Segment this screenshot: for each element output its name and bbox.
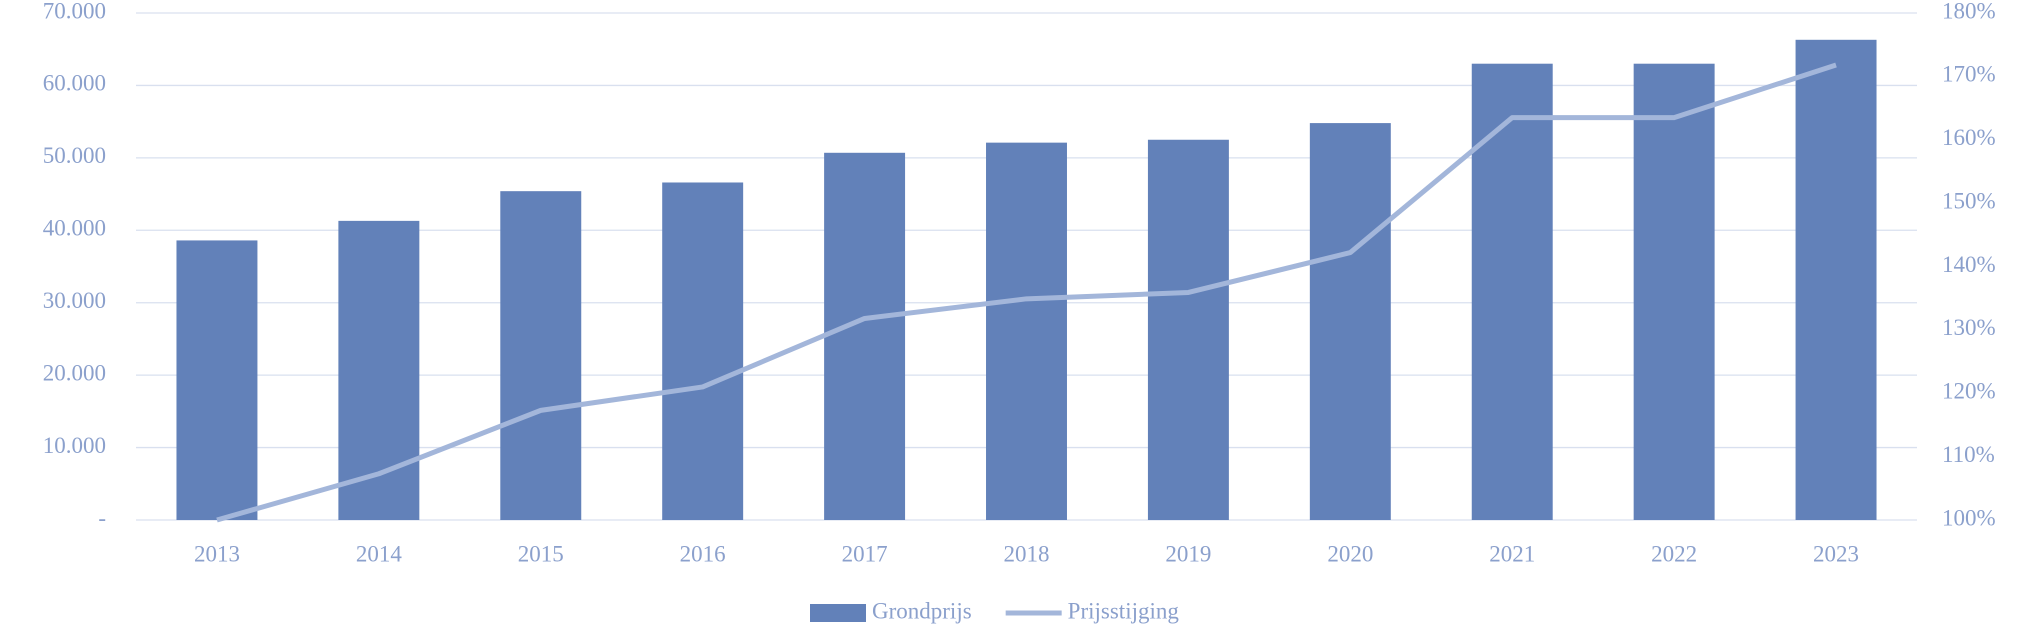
y2-tick-label: 150% bbox=[1942, 188, 1996, 213]
y2-tick-label: 160% bbox=[1942, 125, 1996, 150]
x-tick-label: 2015 bbox=[518, 541, 564, 566]
y2-tick-label: 120% bbox=[1942, 379, 1996, 404]
legend-label: Grondprijs bbox=[872, 598, 972, 623]
bar bbox=[1795, 39, 1877, 520]
y-tick-label: 40.000 bbox=[43, 216, 106, 241]
y2-tick-label: 170% bbox=[1942, 62, 1996, 87]
y2-tick-label: 140% bbox=[1942, 252, 1996, 277]
bar bbox=[1147, 139, 1229, 520]
x-tick-label: 2018 bbox=[1004, 541, 1050, 566]
bar bbox=[1471, 63, 1553, 520]
bar bbox=[824, 152, 906, 520]
x-tick-label: 2019 bbox=[1165, 541, 1211, 566]
y-tick-label: 50.000 bbox=[43, 143, 106, 168]
y2-tick-label: 110% bbox=[1942, 442, 1995, 467]
bar bbox=[1633, 63, 1715, 520]
bar bbox=[338, 220, 420, 520]
legend-label: Prijsstijging bbox=[1068, 598, 1180, 623]
bar bbox=[176, 240, 258, 520]
line bbox=[216, 62, 1837, 523]
y-tick-label: 10.000 bbox=[43, 433, 106, 458]
y-tick-label: 60.000 bbox=[43, 71, 106, 96]
y-tick-label: - bbox=[98, 505, 106, 530]
x-tick-label: 2022 bbox=[1651, 541, 1697, 566]
x-tick-label: 2017 bbox=[842, 541, 888, 566]
y2-tick-label: 130% bbox=[1942, 315, 1996, 340]
y-tick-label: 20.000 bbox=[43, 360, 106, 385]
y2-tick-label: 100% bbox=[1942, 505, 1996, 530]
bar bbox=[500, 191, 582, 520]
legend-swatch bbox=[810, 604, 866, 622]
x-tick-label: 2021 bbox=[1489, 541, 1535, 566]
y2-tick-label: 180% bbox=[1942, 0, 1996, 23]
y-tick-label: 30.000 bbox=[43, 288, 106, 313]
x-tick-label: 2020 bbox=[1327, 541, 1373, 566]
bar bbox=[1309, 123, 1391, 520]
x-tick-label: 2023 bbox=[1813, 541, 1859, 566]
bar bbox=[986, 142, 1067, 520]
x-tick-label: 2013 bbox=[194, 541, 240, 566]
x-tick-label: 2014 bbox=[356, 541, 403, 566]
bar bbox=[662, 182, 744, 521]
y-tick-label: 70.000 bbox=[43, 0, 106, 23]
x-tick-label: 2016 bbox=[680, 541, 726, 566]
